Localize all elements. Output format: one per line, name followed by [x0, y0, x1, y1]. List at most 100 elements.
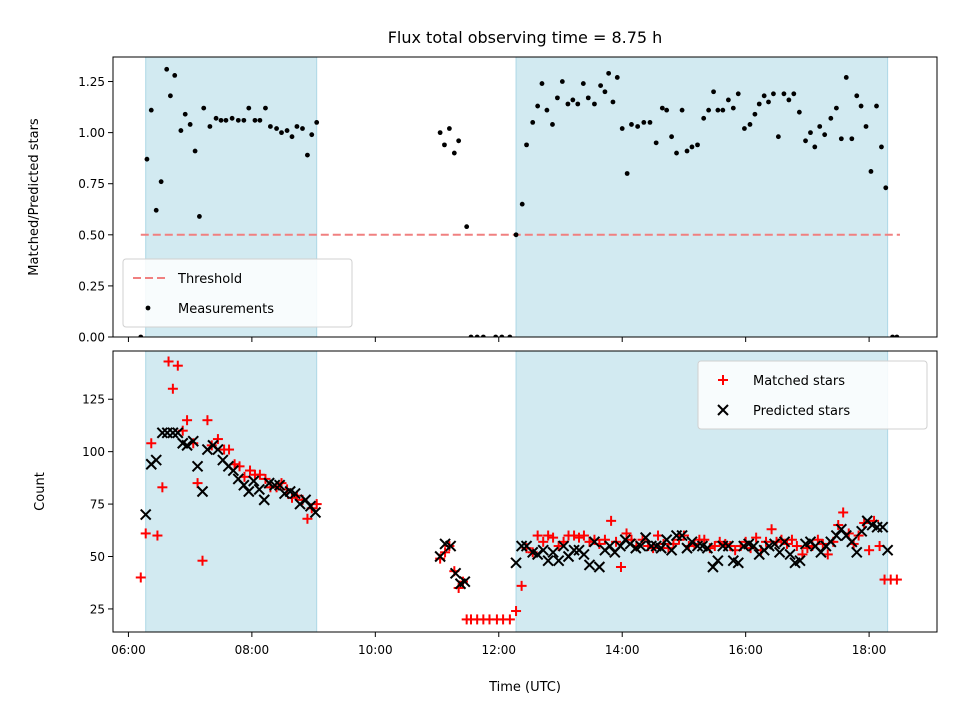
data-point [464, 224, 470, 230]
data-point [580, 81, 586, 86]
data-point-x [449, 567, 462, 579]
data-point-plus [548, 532, 559, 543]
data-point-x [515, 540, 528, 552]
data-point [614, 75, 620, 80]
data-point [701, 115, 707, 121]
data-point [756, 101, 762, 107]
data-point-x [172, 427, 184, 439]
data-point-x [156, 427, 169, 439]
data-point-plus [864, 545, 875, 556]
data-point-x [542, 554, 554, 567]
data-point [555, 95, 560, 101]
data-point-x [273, 479, 286, 491]
series-x [140, 427, 894, 590]
data-point-plus [516, 580, 527, 591]
data-point-plus [302, 513, 313, 524]
data-point [664, 107, 670, 113]
x-tick-label: 16:00 [728, 643, 763, 657]
data-point-x [691, 540, 704, 552]
data-point-plus [786, 534, 797, 545]
data-point [235, 117, 241, 123]
data-point [570, 97, 576, 103]
data-point [229, 115, 235, 121]
data-point-x [665, 544, 678, 556]
y-axis-label: Count [33, 472, 48, 511]
data-point-plus [538, 536, 549, 547]
data-point [883, 185, 889, 191]
data-point-x [243, 485, 255, 498]
data-point-plus [254, 469, 265, 480]
data-point [274, 126, 279, 131]
data-point [446, 126, 452, 131]
data-point [838, 136, 844, 142]
y-tick-label: 1.25 [78, 75, 105, 89]
data-point-x [846, 536, 858, 548]
data-point-plus [146, 438, 157, 449]
data-point-plus [135, 572, 146, 583]
data-point [524, 142, 529, 148]
data-point-x [773, 546, 786, 559]
legend-label: Predicted stars [753, 404, 850, 419]
data-point [689, 144, 695, 150]
data-point-x [140, 508, 152, 521]
data-point [833, 105, 839, 111]
data-point-plus [718, 375, 728, 385]
data-point-x [253, 483, 265, 496]
data-point-x [150, 454, 162, 466]
data-point [145, 305, 151, 311]
data-point-x [537, 544, 549, 556]
data-point [158, 179, 164, 185]
data-point [519, 201, 525, 207]
data-point [715, 107, 721, 113]
data-point-x [676, 529, 688, 542]
data-point [314, 120, 320, 125]
x-tick-label: 08:00 [235, 643, 270, 657]
data-point-plus [606, 515, 617, 526]
y-tick-label: 75 [90, 498, 105, 512]
data-point [263, 105, 268, 111]
data-point [565, 101, 571, 107]
data-point [619, 126, 625, 131]
data-point [771, 91, 776, 97]
data-point-x [778, 536, 791, 548]
data-point-x [459, 575, 471, 588]
data-point-plus [212, 434, 223, 445]
data-point-plus [224, 444, 235, 455]
x-axis-label: Time (UTC) [488, 680, 561, 695]
data-point [894, 334, 900, 337]
data-point-x [655, 542, 667, 554]
data-point [499, 334, 505, 337]
data-point-x [660, 534, 673, 546]
data-point-x [747, 540, 760, 552]
data-point-x [269, 479, 281, 491]
data-point [530, 120, 536, 125]
data-point [669, 134, 674, 140]
data-point [706, 107, 712, 113]
legend-box [697, 360, 928, 430]
data-point [775, 134, 781, 140]
data-point-plus [751, 532, 762, 543]
data-point [480, 334, 486, 337]
y-tick-label: 100 [82, 445, 105, 459]
data-point [456, 138, 462, 144]
y-tick-label: 125 [82, 393, 105, 407]
data-point-x [732, 557, 744, 569]
data-point-plus [140, 528, 151, 539]
data-point-x [722, 540, 735, 552]
data-point-x [167, 427, 179, 439]
x-tick-label: 06:00 [111, 643, 146, 657]
data-point-x [645, 540, 657, 552]
data-point [849, 136, 855, 142]
data-point [289, 134, 295, 140]
data-point [879, 144, 884, 150]
data-point [863, 124, 869, 129]
data-point [267, 124, 273, 129]
data-point-x [258, 494, 270, 506]
data-point-plus [678, 530, 689, 541]
data-point [575, 101, 581, 107]
data-point-plus [197, 555, 208, 566]
plot-area [135, 356, 902, 625]
data-point [854, 93, 860, 99]
data-point-plus [766, 524, 777, 535]
data-point-plus [182, 415, 193, 426]
